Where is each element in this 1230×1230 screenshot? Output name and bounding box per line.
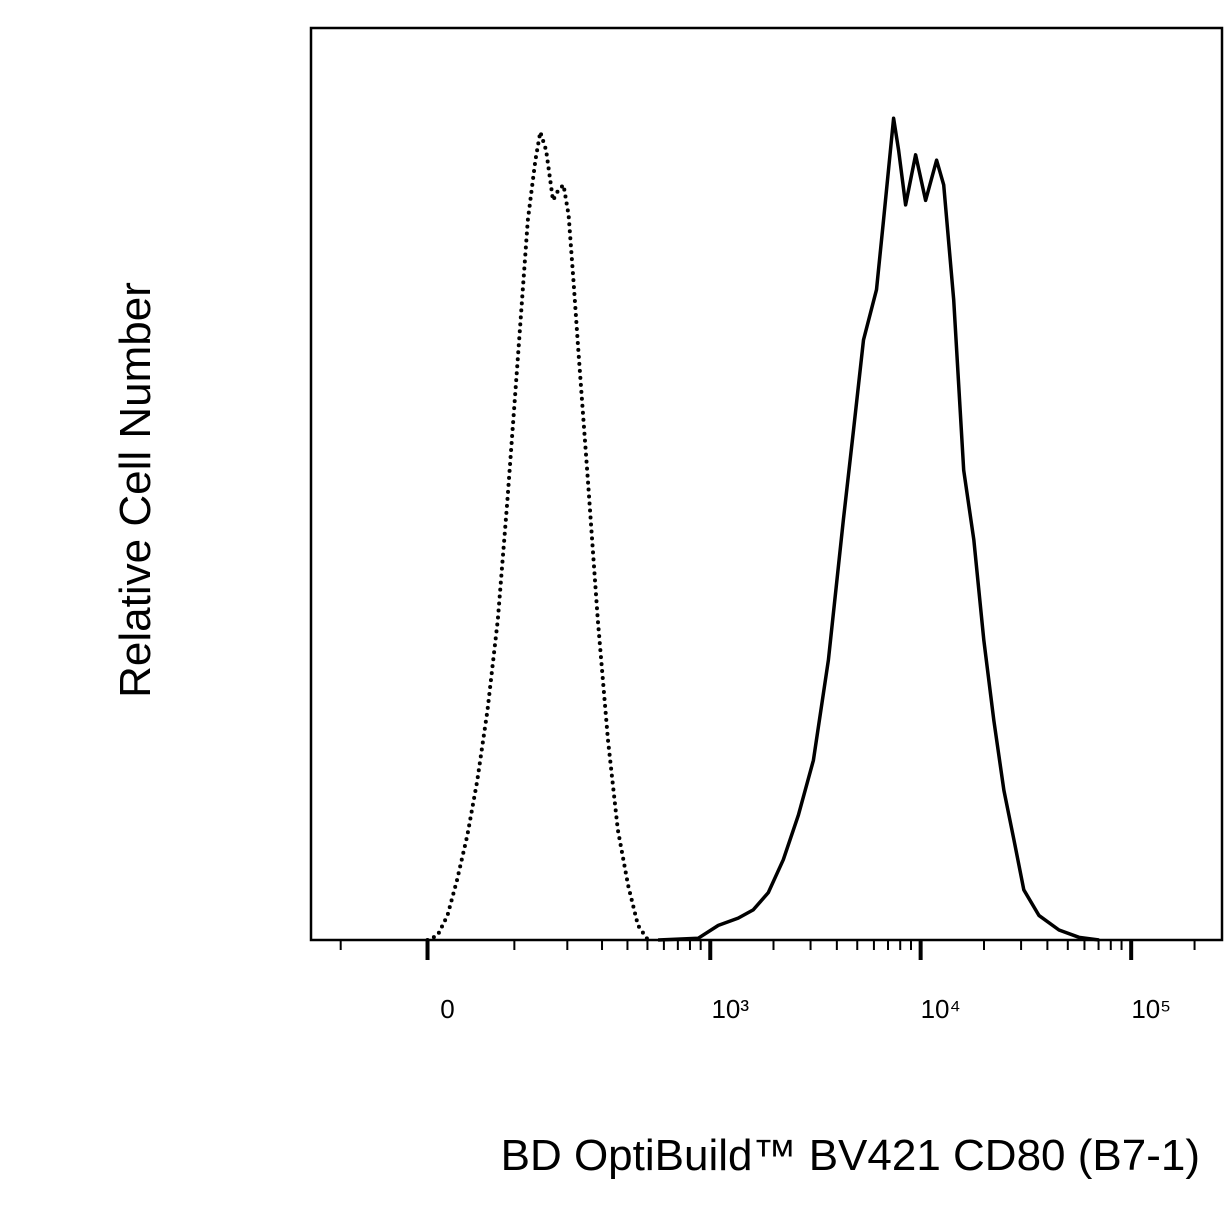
x-tick-label: 0 <box>440 994 454 1024</box>
histogram-line <box>425 130 650 942</box>
plot-frame <box>309 26 1224 942</box>
histogram-line <box>658 116 1100 942</box>
x-tick-label: 10³ <box>711 994 749 1024</box>
x-axis-title: BD OptiBuild™ BV421 CD80 (B7-1) <box>501 1131 1200 1180</box>
x-tick-label: 10⁵ <box>1131 994 1171 1024</box>
y-axis-title: Relative Cell Number <box>111 282 160 698</box>
x-tick-label: 10⁴ <box>921 994 961 1024</box>
